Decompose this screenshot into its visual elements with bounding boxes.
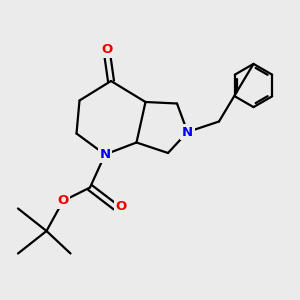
Text: O: O bbox=[101, 43, 112, 56]
Text: N: N bbox=[182, 125, 193, 139]
Text: O: O bbox=[57, 194, 69, 208]
Text: N: N bbox=[99, 148, 111, 161]
Text: O: O bbox=[115, 200, 127, 214]
